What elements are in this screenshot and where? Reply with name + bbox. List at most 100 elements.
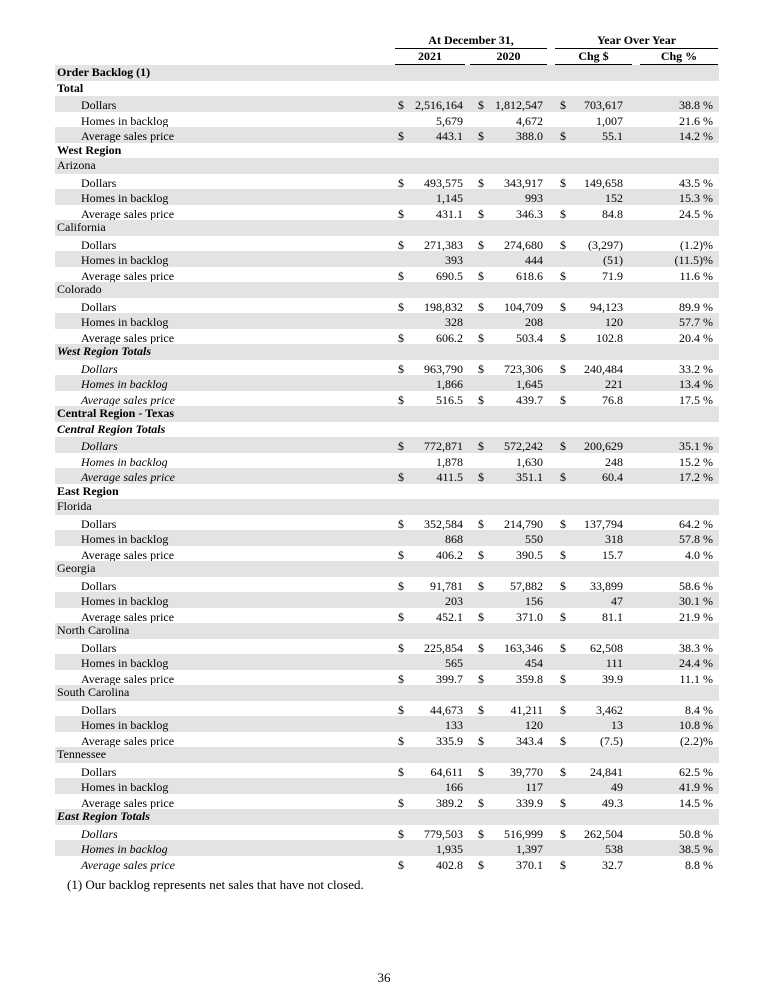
value-chg-dollars: 32.7 [602,857,623,872]
table-row: North Carolina [55,623,719,639]
value-chg-dollars: 538 [605,842,623,856]
value-2020: 343,917 [504,175,543,190]
value-chg-percent: 33.2 % [679,361,713,376]
currency-symbol: $ [398,671,404,686]
table-row: Homes in backlog 5,679 4,672 1,007 21.6 % [55,112,719,128]
table-row: West Region Totals [55,344,719,360]
value-chg-percent: 11.1 % [679,671,713,686]
value-chg-percent: 14.2 % [679,129,713,143]
value-2020: 359.8 [516,671,543,686]
value-chg-percent: 13.4 % [679,377,713,391]
value-2020: 516,999 [504,826,543,841]
table-row: Dollars $ $ $493,575 343,917 149,658 43.5 % [55,174,719,190]
value-chg-dollars: 49.3 [602,795,623,810]
row-label: Average sales price [81,392,175,407]
value-chg-percent: 21.9 % [679,609,713,624]
order-backlog-table: Order Backlog (1) Total Dollars $ $ $2,516,16… [55,65,719,872]
table-row: Average sales price $ $ $399.7 359.8 39.9 11.1… [55,670,719,686]
value-chg-percent: 38.5 % [679,842,713,856]
row-label: Dollars [81,764,117,779]
currency-symbol: $ [560,470,566,484]
value-2021: 225,854 [424,640,463,655]
value-chg-percent: 43.5 % [679,175,713,190]
value-chg-percent: 17.5 % [679,392,713,407]
value-2021: 493,575 [424,175,463,190]
value-chg-dollars: 76.8 [602,392,623,407]
value-2020: 371.0 [516,609,543,624]
row-label: Average sales price [81,268,175,283]
value-2020: 41,211 [510,702,543,717]
currency-symbol: $ [478,609,484,624]
table-row: Dollars $ $ $64,611 39,770 24,841 62.5 % [55,763,719,779]
table-row: Homes in backlog 868 550 318 57.8 % [55,530,719,546]
table-row: Homes in backlog 166 117 49 41.9 % [55,778,719,794]
value-chg-dollars: 39.9 [602,671,623,686]
value-2021: 198,832 [424,299,463,314]
value-2021: 606.2 [436,330,463,345]
currency-symbol: $ [560,516,566,531]
currency-symbol: $ [398,299,404,314]
currency-symbol: $ [478,857,484,872]
currency-symbol: $ [398,857,404,872]
row-label: Dollars [81,98,117,112]
value-2020: 39,770 [510,764,543,779]
row-label: Dollars [81,826,118,841]
row-label: Average sales price [81,206,175,221]
value-chg-dollars: 240,484 [584,361,623,376]
value-2021: 393 [445,253,463,267]
column-header-2020: 2020 [470,49,547,65]
currency-symbol: $ [478,516,484,531]
currency-symbol: $ [398,826,404,841]
currency-symbol: $ [560,330,566,345]
row-label: Florida [57,499,92,513]
value-2020: 572,242 [504,439,543,453]
table-row: Dollars $ $ $91,781 57,882 33,899 58.6 % [55,577,719,593]
currency-symbol: $ [478,268,484,283]
value-chg-percent: 57.8 % [679,532,713,546]
table-row: Homes in backlog 203 156 47 30.1 % [55,592,719,608]
currency-symbol: $ [560,795,566,810]
value-2021: 328 [445,315,463,329]
value-chg-dollars: 71.9 [602,268,623,283]
currency-symbol: $ [478,671,484,686]
value-2020: 104,709 [504,299,543,314]
table-row: Dollars $ $ $352,584 214,790 137,794 64.2 % [55,515,719,531]
currency-symbol: $ [478,826,484,841]
value-chg-percent: 58.6 % [679,578,713,593]
value-2021: 431.1 [436,206,463,221]
value-2021: 5,679 [436,113,463,128]
row-label: West Region [57,142,122,157]
table-row: Average sales price $ $ $606.2 503.4 102.8 20.… [55,329,719,345]
value-chg-dollars: 703,617 [584,98,623,112]
value-2020: 214,790 [504,516,543,531]
value-chg-dollars: 262,504 [584,826,623,841]
value-chg-percent: 38.8 % [679,98,713,112]
row-label: Homes in backlog [81,315,169,329]
table-row: West Region [55,143,719,159]
row-label: Order Backlog (1) [57,65,151,79]
value-chg-dollars: 152 [605,191,623,205]
table-row: Homes in backlog 393 444 (51) (11.5)% [55,251,719,267]
value-chg-dollars: 221 [605,377,623,391]
currency-symbol: $ [398,764,404,779]
row-label: Central Region - Texas [57,406,174,420]
row-label: Average sales price [81,609,175,624]
currency-symbol: $ [560,671,566,686]
value-2021: 1,935 [436,842,463,856]
value-chg-percent: 17.2 % [679,470,713,484]
footnote: (1) Our backlog represents net sales tha… [67,877,364,892]
table-row: Dollars $ $ $779,503 516,999 262,504 50.8 % [55,825,719,841]
currency-symbol: $ [478,578,484,593]
value-2021: 44,673 [430,702,463,717]
value-2021: 772,871 [424,439,463,453]
row-label: California [57,220,106,234]
value-chg-percent: 10.8 % [679,718,713,732]
value-2020: 120 [525,718,543,732]
table-row: Average sales price $ $ $516.5 439.7 76.8 17.5… [55,391,719,407]
value-2021: 963,790 [424,361,463,376]
row-label: Homes in backlog [81,377,168,391]
value-2020: 503.4 [516,330,543,345]
value-2020: 163,346 [504,640,543,655]
value-chg-dollars: 13 [611,718,623,732]
value-2020: 4,672 [516,113,543,128]
